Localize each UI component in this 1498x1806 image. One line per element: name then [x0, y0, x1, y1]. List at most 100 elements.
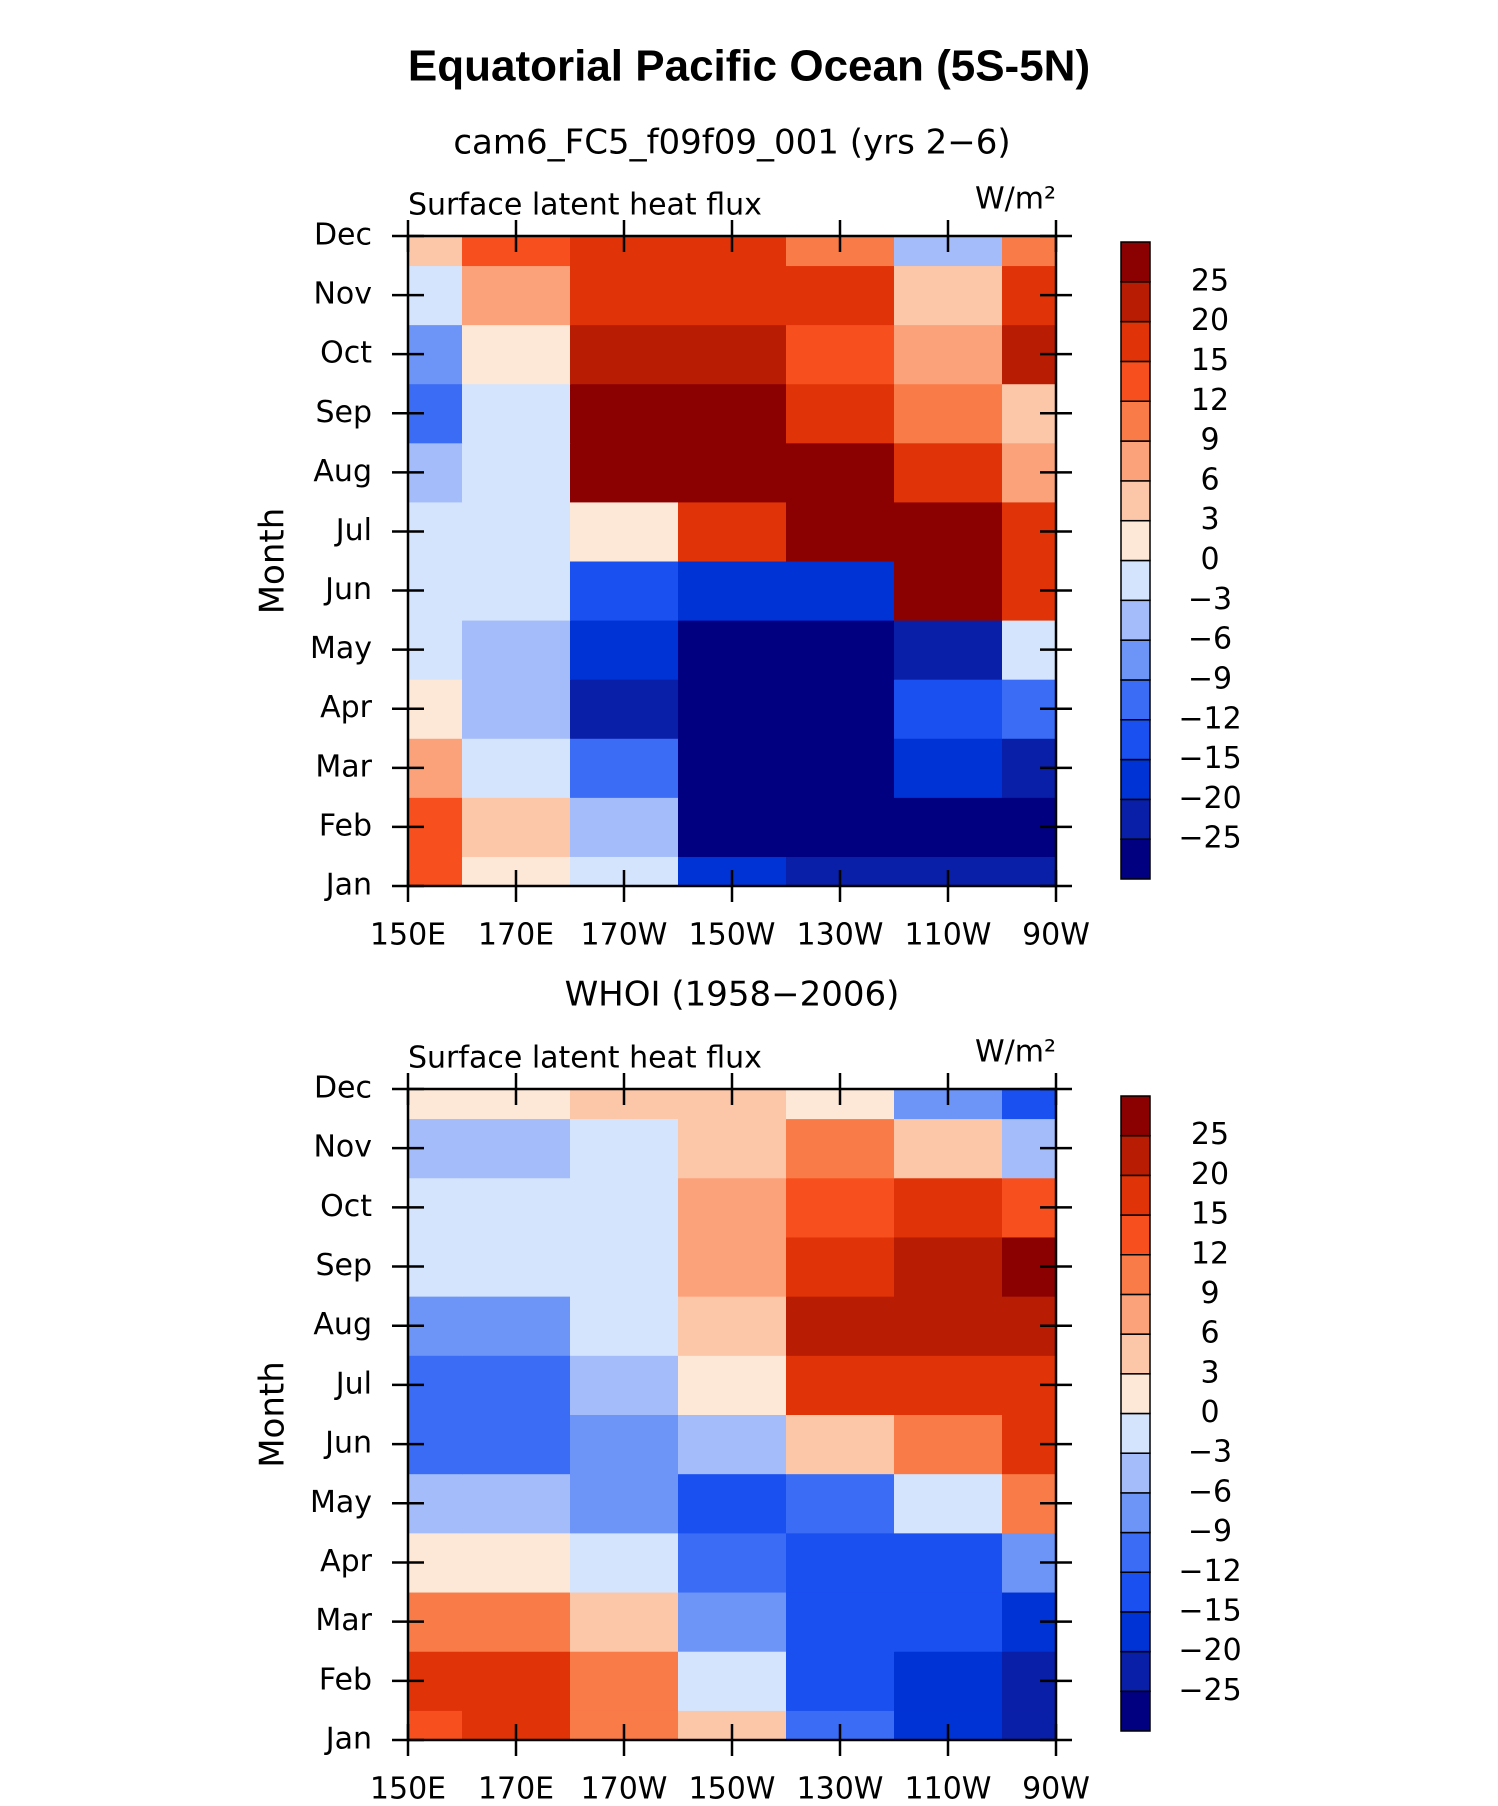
contour-cell [786, 1296, 895, 1356]
x-tick-label: 150E [370, 1772, 446, 1806]
y-axis-label: Month [253, 508, 293, 615]
contour-cell [786, 1177, 895, 1238]
contour-cell [570, 797, 679, 857]
colorbar-label: 25 [1191, 263, 1229, 298]
colorbar-label: −25 [1178, 1673, 1241, 1708]
contour-cell [786, 1592, 895, 1652]
contour-cell [894, 1355, 1003, 1415]
colorbar-label: 25 [1191, 1117, 1229, 1152]
y-tick-label: Feb [319, 808, 372, 843]
y-tick-label: Jun [323, 1426, 372, 1461]
contour-cell [570, 1414, 679, 1475]
colorbar-box [1120, 1214, 1151, 1256]
x-tick-label: 110W [905, 918, 992, 953]
y-tick-label: Aug [313, 1307, 372, 1342]
colorbar-box [1120, 1650, 1151, 1693]
contour-cell [462, 383, 571, 444]
contour-cell [786, 1414, 895, 1475]
contour-cell [678, 1414, 787, 1475]
colorbar-label: −3 [1188, 582, 1232, 617]
x-tick-label: 170W [581, 1772, 668, 1806]
contour-cell [678, 324, 787, 385]
contour-cell [894, 1651, 1003, 1711]
y-tick-label: Jul [334, 513, 372, 548]
contour-cell [786, 738, 895, 798]
colorbar-box [1120, 838, 1151, 880]
contour-cell [786, 1355, 895, 1415]
contour-cell [678, 738, 787, 798]
x-tick-label: 110W [905, 1772, 992, 1806]
colorbar-label: −9 [1188, 661, 1232, 696]
y-tick-label: Dec [314, 218, 372, 253]
contour-cell [408, 1710, 463, 1741]
contour-cell [894, 324, 1003, 385]
panel-title: cam6_FC5_f09f09_001 (yrs 2−6) [453, 123, 1010, 163]
y-tick-label: Mar [315, 1603, 372, 1638]
contour-cell [894, 383, 1003, 444]
colorbar-box [1120, 1611, 1151, 1653]
contour-cell [570, 1592, 679, 1652]
x-tick-label: 130W [797, 1772, 884, 1806]
contour-cell [570, 265, 679, 326]
y-tick-label: Jan [324, 868, 372, 903]
contour-cell [678, 1592, 787, 1652]
contour-cell [786, 1651, 895, 1711]
contour-cell [786, 1236, 895, 1297]
colorbar-box [1120, 1531, 1151, 1573]
colorbar-label: −15 [1178, 741, 1241, 776]
contour-cell [462, 561, 571, 621]
colorbar-box [1120, 1452, 1151, 1494]
contour-cell [678, 383, 787, 444]
colorbar-box [1120, 1571, 1151, 1613]
contour-cell [894, 1296, 1003, 1356]
colorbar-label: 6 [1200, 1316, 1219, 1351]
contour-cell [462, 1177, 571, 1238]
contour-cell [894, 1414, 1003, 1475]
contour-cell [570, 738, 679, 798]
colorbar-label: −9 [1188, 1514, 1232, 1549]
contour-cell [894, 265, 1003, 326]
contour-cell [786, 679, 895, 739]
colorbar-box [1120, 719, 1151, 761]
x-tick-label: 170E [478, 1772, 554, 1806]
x-tick-label: 90W [1022, 1772, 1090, 1806]
contour-cell [570, 1118, 679, 1179]
colorbar-label: 12 [1191, 1236, 1229, 1271]
contour-cell [462, 1118, 571, 1179]
contour-cell [408, 1089, 463, 1120]
colorbar-box [1120, 758, 1151, 801]
colorbar-box [1120, 1492, 1151, 1534]
contour-cell [894, 620, 1003, 680]
y-tick-label: Nov [313, 1130, 372, 1165]
colorbar-box [1120, 1254, 1151, 1296]
contour-cell [462, 501, 571, 562]
contour-cell [786, 620, 895, 680]
colorbar-label: 9 [1200, 423, 1219, 458]
contour-cell [786, 1532, 895, 1593]
y-tick-label: Oct [320, 1189, 372, 1224]
colorbar-box [1120, 400, 1151, 442]
colorbar-box [1120, 1690, 1151, 1732]
x-tick-label: 130W [797, 918, 884, 953]
contour-cell [570, 442, 679, 503]
contour-cell [1002, 856, 1057, 887]
contour-cell [462, 620, 571, 680]
contour-cell [894, 1592, 1003, 1652]
contour-cell [462, 1355, 571, 1415]
contour-cell [462, 1592, 571, 1652]
contour-cell [894, 1532, 1003, 1593]
contour-cell [678, 797, 787, 857]
colorbar-label: 15 [1191, 343, 1229, 378]
contour-cell [678, 1532, 787, 1593]
colorbar-box [1120, 480, 1151, 522]
contour-cell [570, 1473, 679, 1534]
contour-cell [678, 442, 787, 503]
contour-cell [462, 1651, 571, 1711]
colorbar-box [1120, 1095, 1151, 1137]
contour-cell [678, 620, 787, 680]
colorbar-box [1120, 559, 1151, 602]
contour-cell [786, 1118, 895, 1179]
x-tick-label: 150W [689, 1772, 776, 1806]
y-tick-label: Jan [324, 1722, 372, 1757]
colorbar-box [1120, 440, 1151, 482]
